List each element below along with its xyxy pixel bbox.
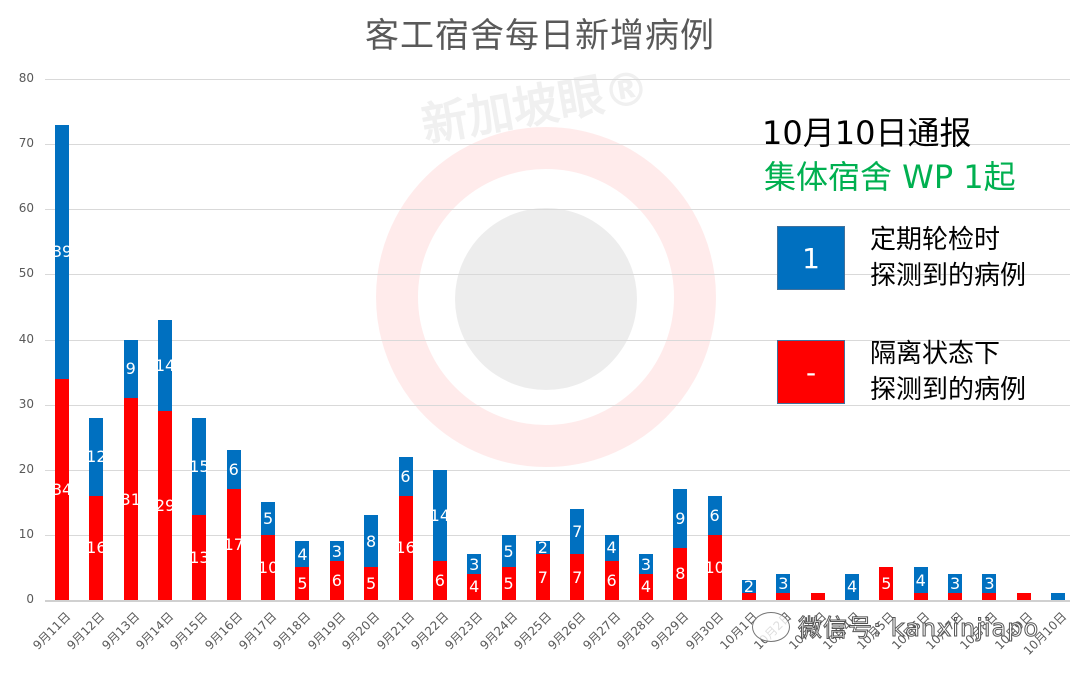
routine-segment: 9 [123, 339, 138, 399]
legend-isolation-line2: 探测到的病例 [870, 375, 1027, 405]
routine-segment: 3 [638, 554, 653, 574]
isolation-segment: 5 [364, 567, 379, 600]
y-tick-label: 10 [18, 526, 34, 541]
routine-segment [1051, 593, 1066, 600]
dormitory-cases-annotation: 集体宿舍 WP 1起 [764, 158, 1016, 196]
isolation-segment: 7 [535, 554, 550, 600]
isolation-segment: 13 [189, 515, 210, 600]
gridline [45, 339, 1070, 341]
isolation-segment: 6 [329, 560, 344, 600]
gridline [45, 534, 1070, 536]
isolation-segment: 5 [295, 567, 310, 600]
isolation-segment: 6 [604, 560, 619, 600]
isolation-segment: 29 [155, 411, 175, 600]
routine-segment: 2 [742, 577, 756, 597]
routine-segment: 4 [295, 541, 310, 568]
gridline [45, 404, 1070, 406]
routine-segment: 5 [501, 534, 516, 568]
isolation-segment: 31 [121, 398, 141, 600]
gridline [45, 274, 1070, 276]
routine-segment: 4 [604, 534, 619, 561]
routine-segment: 14 [155, 319, 175, 412]
routine-segment: 3 [948, 573, 963, 594]
wechat-watermark: 微信号: kanxinjiapo [797, 614, 1040, 643]
y-tick-label: 0 [26, 592, 34, 606]
isolation-segment [742, 593, 756, 600]
isolation-segment [810, 593, 825, 600]
legend-isolation-swatch: - [777, 340, 845, 404]
isolation-segment: 8 [673, 547, 688, 600]
isolation-segment: 4 [467, 573, 482, 600]
isolation-segment: 6 [432, 560, 447, 600]
watermark-logo-magnifier-icon [455, 208, 637, 390]
isolation-segment: 17 [224, 489, 244, 600]
isolation-segment: 5 [501, 567, 516, 600]
isolation-segment: 10 [704, 534, 725, 600]
gridline [45, 469, 1070, 471]
isolation-segment: 16 [86, 495, 107, 600]
routine-segment: 9 [673, 489, 688, 548]
routine-segment: 2 [535, 538, 550, 558]
isolation-segment: 10 [258, 534, 278, 600]
isolation-segment [776, 593, 791, 600]
routine-segment: 3 [467, 554, 482, 574]
isolation-segment [982, 593, 997, 600]
legend-routine-line1: 定期轮检时 [870, 225, 1001, 255]
legend-routine-swatch: 1 [777, 226, 845, 290]
routine-segment: 7 [570, 508, 585, 555]
wechat-icon [752, 612, 790, 642]
routine-segment: 4 [913, 567, 928, 594]
y-tick-label: 40 [18, 331, 34, 346]
isolation-segment [948, 593, 963, 600]
legend-isolation-label: 隔离状态下 探测到的病例 [870, 336, 1026, 408]
gridline [45, 209, 1070, 211]
routine-segment: 3 [329, 541, 344, 561]
report-date-annotation: 10月10日通报 [762, 114, 972, 152]
chart-title: 客工宿舍每日新增病例 [365, 16, 715, 56]
isolation-segment [1016, 593, 1031, 600]
routine-segment: 3 [776, 573, 791, 594]
routine-segment: 8 [364, 515, 379, 568]
y-tick-label: 70 [18, 136, 34, 151]
y-tick-label: 80 [18, 71, 34, 85]
isolation-segment: 34 [52, 378, 72, 600]
routine-segment: 15 [189, 417, 210, 516]
gridline [45, 144, 1070, 146]
routine-segment: 6 [398, 456, 413, 496]
routine-segment: 39 [52, 124, 72, 379]
isolation-segment: 4 [638, 573, 653, 600]
routine-segment: 6 [226, 450, 241, 490]
legend-routine-line2: 探测到的病例 [870, 261, 1027, 291]
isolation-segment: 7 [570, 554, 585, 600]
legend-isolation-line1: 隔离状态下 [870, 339, 1001, 369]
legend-routine-label: 定期轮检时 探测到的病例 [870, 222, 1026, 294]
routine-segment: 12 [86, 417, 107, 496]
gridline [45, 600, 1070, 602]
y-tick-label: 60 [18, 201, 34, 216]
isolation-segment [913, 593, 928, 600]
routine-segment: 5 [261, 502, 276, 535]
y-tick-label: 30 [18, 396, 34, 411]
gridline [45, 79, 1070, 80]
routine-segment: 3 [982, 573, 997, 594]
routine-segment: 14 [430, 469, 450, 561]
isolation-segment: 16 [395, 495, 416, 600]
y-tick-label: 50 [18, 266, 34, 281]
routine-segment: 4 [845, 573, 860, 600]
y-tick-label: 20 [18, 461, 34, 476]
isolation-segment: 5 [879, 567, 894, 600]
routine-segment: 6 [707, 495, 722, 535]
